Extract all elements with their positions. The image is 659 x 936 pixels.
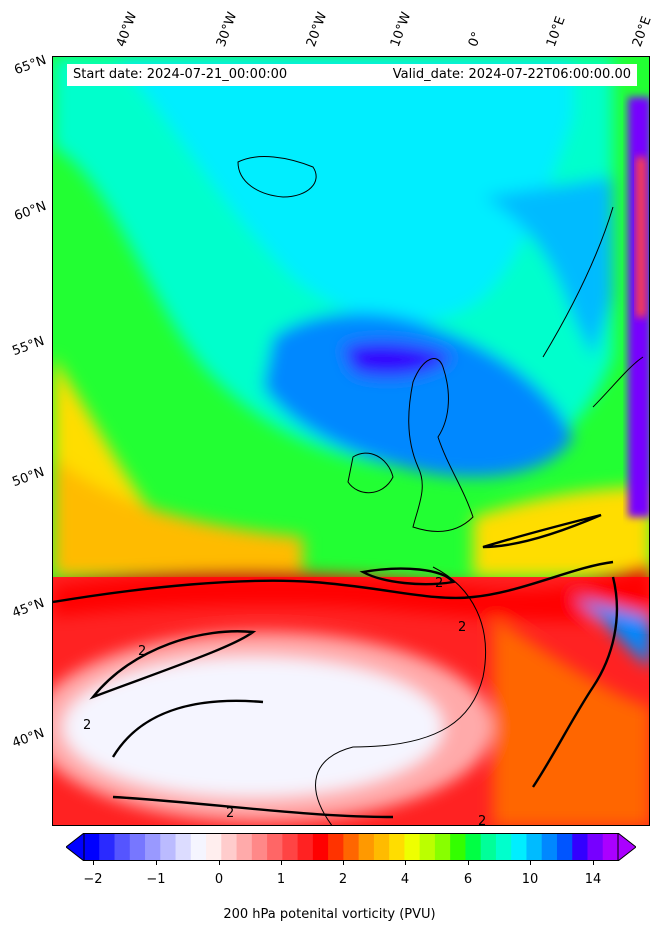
colorbar-segment (541, 833, 558, 861)
lat-label-65n: 65°N (12, 52, 49, 79)
colorbar-segment (190, 833, 207, 861)
colorbar-label: 200 hPa potenital vorticity (PVU) (223, 907, 436, 922)
contour-label: 2 (435, 576, 443, 591)
colorbar-segment (343, 833, 360, 861)
colorbar-segment (297, 833, 314, 861)
colorbar-tick: 1 (276, 872, 286, 887)
lat-label-40n: 40°N (10, 725, 47, 752)
colorbar-segment (373, 833, 390, 861)
lon-label-10e: 10°E (543, 14, 569, 50)
colorbar-segment (221, 833, 238, 861)
lat-label-60n: 60°N (12, 198, 49, 225)
lat-label-50n: 50°N (10, 464, 47, 491)
lat-label-45n: 45°N (10, 595, 47, 622)
colorbar-segment (389, 833, 405, 861)
pv-field: 2 2 2 2 2 2 (53, 57, 649, 826)
colorbar-segment (251, 833, 268, 861)
colorbar-segment (328, 833, 344, 861)
colorbar-segment (175, 833, 192, 861)
lon-label-40w: 40°W (113, 10, 141, 49)
colorbar-tickmark (219, 861, 220, 865)
colorbar-segment (236, 833, 253, 861)
colorbar-segment (267, 833, 283, 861)
colorbar-tick: 4 (400, 872, 410, 887)
colorbar-segment (511, 833, 528, 861)
colorbar-extend-left (66, 833, 85, 861)
colorbar-segment (145, 833, 161, 861)
colorbar-tickmark (530, 861, 531, 865)
start-date: Start date: 2024-07-21_00:00:00 (73, 67, 288, 82)
colorbar-tick: 10 (521, 872, 539, 887)
colorbar-tickmark (405, 861, 406, 865)
colorbar-tick: 14 (584, 872, 602, 887)
colorbar-segment (587, 833, 604, 861)
lon-label-20w: 20°W (303, 10, 331, 49)
lon-label-0: 0° (465, 29, 486, 49)
colorbar-segment (450, 833, 467, 861)
colorbar-tickmark (93, 861, 94, 865)
colorbar-segment (84, 833, 100, 861)
colorbar-tick: 0 (214, 872, 224, 887)
colorbar-segment (419, 833, 436, 861)
contour-label: 2 (478, 814, 486, 826)
colorbar-segment (465, 833, 482, 861)
colorbar-segment (129, 833, 146, 861)
colorbar-segment (572, 833, 589, 861)
colorbar-tick: 6 (463, 872, 473, 887)
colorbar-segment (556, 833, 573, 861)
colorbar-tickmark (593, 861, 594, 865)
contour-label: 2 (226, 806, 234, 821)
info-box: Start date: 2024-07-21_00:00:00 Valid_da… (67, 64, 637, 86)
colorbar-segment (526, 833, 543, 861)
colorbar-segment (99, 833, 116, 861)
colorbar-tick: −2 (83, 872, 103, 887)
contour-label: 2 (458, 620, 466, 635)
colorbar-segment (358, 833, 375, 861)
colorbar-segment (160, 833, 177, 861)
colorbar-tickmark (343, 861, 344, 865)
colorbar-tickmark (468, 861, 469, 865)
contour-label: 2 (83, 718, 91, 733)
lon-label-30w: 30°W (213, 10, 241, 49)
contour-label: 2 (138, 644, 146, 659)
colorbar-segment (114, 833, 131, 861)
pv-map: 2 2 2 2 2 2 (52, 56, 650, 826)
colorbar-segment (434, 833, 451, 861)
colorbar-tickmark (156, 861, 157, 865)
colorbar-segment (602, 833, 619, 861)
colorbar-tickmark (281, 861, 282, 865)
colorbar-segment (495, 833, 512, 861)
colorbar-segment (312, 833, 329, 861)
colorbar (66, 833, 636, 861)
lat-label-55n: 55°N (10, 333, 47, 360)
colorbar-extend-right (617, 833, 636, 861)
colorbar-segment (282, 833, 299, 861)
valid-date: Valid_date: 2024-07-22T06:00:00.00 (392, 67, 631, 82)
colorbar-segment (480, 833, 497, 861)
colorbar-tick: 2 (338, 872, 348, 887)
lon-label-10w: 10°W (387, 10, 415, 49)
lon-label-20e: 20°E (629, 14, 655, 50)
colorbar-segment (404, 833, 421, 861)
colorbar-tick: −1 (146, 872, 166, 887)
colorbar-segment (206, 833, 222, 861)
